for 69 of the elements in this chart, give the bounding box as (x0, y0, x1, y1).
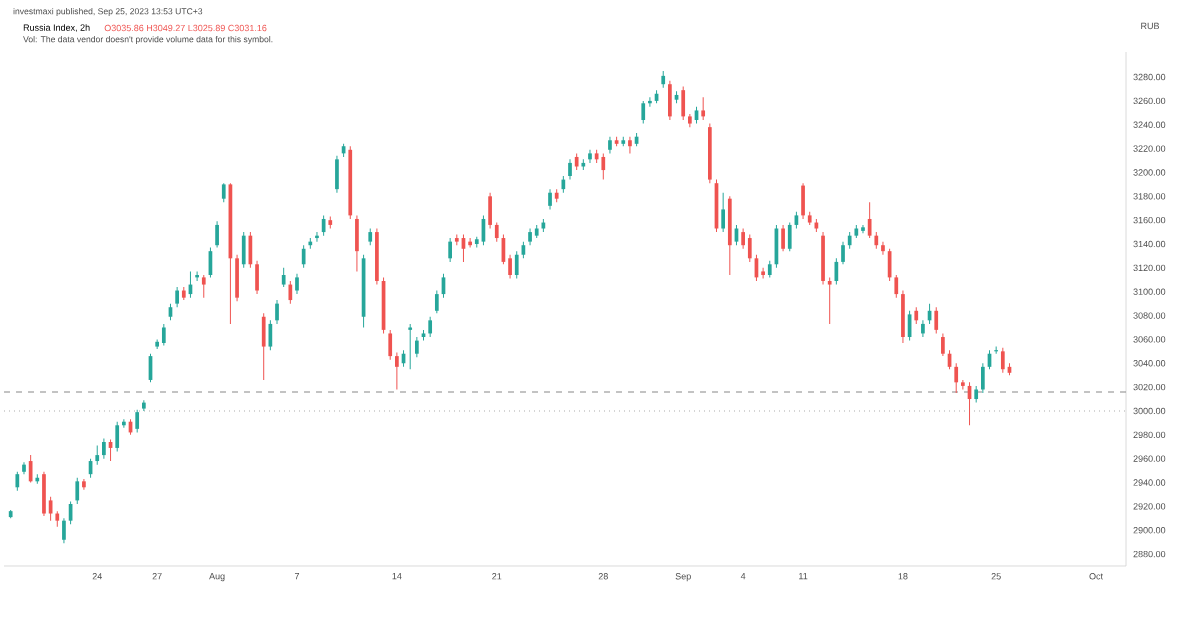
candlestick (115, 421, 120, 453)
candlestick (235, 254, 239, 302)
candlestick (921, 319, 925, 338)
candlestick (75, 477, 80, 505)
candlestick (414, 336, 419, 358)
candlestick (867, 201, 872, 239)
candlestick (514, 250, 519, 280)
candlestick (941, 332, 945, 357)
candlestick (701, 96, 706, 121)
candlestick (628, 136, 632, 154)
candlestick (727, 195, 732, 276)
candlestick (468, 237, 472, 249)
candlestick (1000, 347, 1005, 374)
candlestick (42, 471, 46, 517)
candlestick (255, 260, 259, 295)
candlestick (488, 192, 492, 230)
candlestick (980, 362, 985, 394)
candlestick (681, 86, 686, 121)
candlestick (408, 323, 413, 370)
candlestick (961, 379, 965, 390)
candlestick (434, 290, 439, 314)
candlestick (954, 362, 959, 394)
candlestick (787, 222, 792, 252)
candlestick (934, 306, 939, 334)
candlestick (28, 454, 33, 484)
candlestick (268, 319, 273, 351)
candlestick (834, 257, 839, 286)
candlestick (201, 274, 206, 299)
candlestick (448, 237, 453, 263)
candlestick (841, 241, 845, 265)
candlestick (741, 228, 745, 250)
candlestick (801, 182, 805, 220)
candlestick (395, 352, 399, 390)
candlestick (215, 220, 219, 249)
candlestick (601, 152, 606, 181)
candlestick (62, 517, 66, 544)
candlestick (881, 241, 885, 256)
candlestick (428, 316, 433, 338)
candlestick (288, 280, 293, 305)
candlestick (548, 188, 552, 210)
candlestick (82, 478, 86, 491)
candlestick (388, 329, 393, 361)
candlestick (494, 222, 499, 243)
candlestick (15, 471, 20, 492)
candlestick (95, 445, 100, 466)
candlestick (261, 312, 266, 381)
candlestick (221, 182, 226, 203)
candlestick (102, 437, 106, 460)
candlestick (335, 155, 339, 194)
candlestick (901, 290, 905, 344)
candlestick (821, 231, 825, 286)
candlestick (161, 323, 166, 346)
candlestick (241, 231, 246, 269)
candlestick (641, 100, 646, 125)
candlestick (588, 149, 592, 164)
candlestick (827, 276, 832, 325)
candlestick (295, 273, 299, 295)
candlestick (568, 158, 572, 181)
candlestick (894, 274, 899, 299)
candlestick (175, 286, 179, 308)
candlestick (135, 409, 140, 433)
candlestick (747, 233, 752, 263)
candlestick (281, 267, 286, 288)
candlestick (301, 244, 306, 269)
candlestick (721, 192, 726, 233)
candlestick (275, 299, 279, 325)
candlestick (668, 80, 672, 121)
candlestick (781, 224, 785, 252)
candlestick (355, 214, 359, 272)
